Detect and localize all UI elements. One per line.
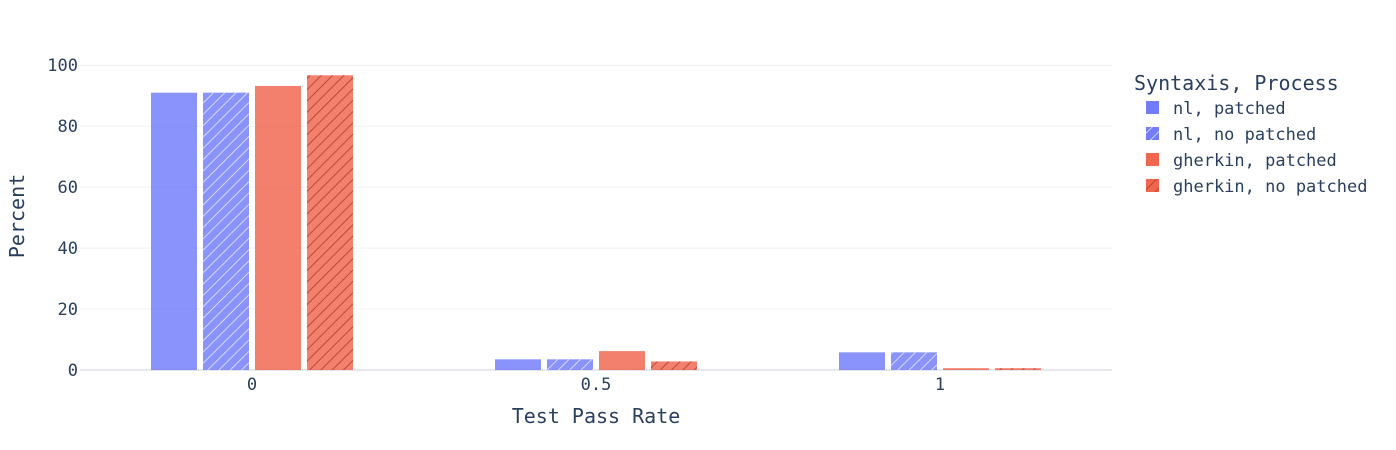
legend-item[interactable]: gherkin, no patched — [1146, 177, 1367, 197]
y-axis-title: Percent — [5, 174, 29, 258]
bar — [151, 92, 197, 371]
x-tick-labels: 0 0.5 1 — [247, 375, 945, 395]
y-tick-label: 40 — [58, 239, 78, 259]
y-tick-labels: 0 20 40 60 80 100 — [47, 56, 78, 381]
bar-hatch — [651, 361, 697, 370]
bars — [151, 75, 1041, 371]
legend-item[interactable]: gherkin, patched — [1146, 151, 1337, 171]
legend-item[interactable]: nl, no patched — [1146, 125, 1316, 145]
legend-title: Syntaxis, Process — [1134, 71, 1339, 95]
legend-label: gherkin, no patched — [1173, 177, 1367, 197]
legend-item[interactable]: nl, patched — [1146, 99, 1286, 119]
bar-hatch — [203, 92, 249, 371]
x-tick-label: 1 — [935, 375, 945, 395]
legend-swatch — [1146, 101, 1159, 114]
legend-swatch-hatch — [1146, 127, 1159, 140]
bar-hatch — [547, 359, 593, 370]
y-tick-label: 100 — [47, 56, 78, 76]
bar — [255, 85, 301, 370]
y-tick-label: 0 — [68, 361, 78, 381]
legend: Syntaxis, Process nl, patched nl, no patc… — [1134, 71, 1367, 197]
legend-swatch — [1146, 153, 1159, 166]
legend-swatch-hatch — [1146, 179, 1159, 192]
x-tick-label: 0 — [247, 375, 257, 395]
y-tick-label: 60 — [58, 178, 78, 198]
x-axis-title: Test Pass Rate — [512, 404, 681, 428]
bar — [943, 368, 989, 370]
legend-label: gherkin, patched — [1173, 151, 1337, 171]
y-tick-label: 20 — [58, 300, 78, 320]
bar-hatch — [891, 352, 937, 370]
legend-label: nl, patched — [1173, 99, 1286, 119]
legend-label: nl, no patched — [1173, 125, 1316, 145]
legend-items: nl, patched nl, no patched gherkin, patche… — [1146, 99, 1367, 197]
bar — [599, 351, 645, 370]
bar-hatch — [307, 75, 353, 371]
bar-hatch — [995, 368, 1041, 370]
gridlines — [80, 64, 1112, 371]
y-tick-label: 80 — [58, 117, 78, 137]
bar — [839, 352, 885, 370]
bar — [495, 359, 541, 370]
x-tick-label: 0.5 — [581, 375, 612, 395]
